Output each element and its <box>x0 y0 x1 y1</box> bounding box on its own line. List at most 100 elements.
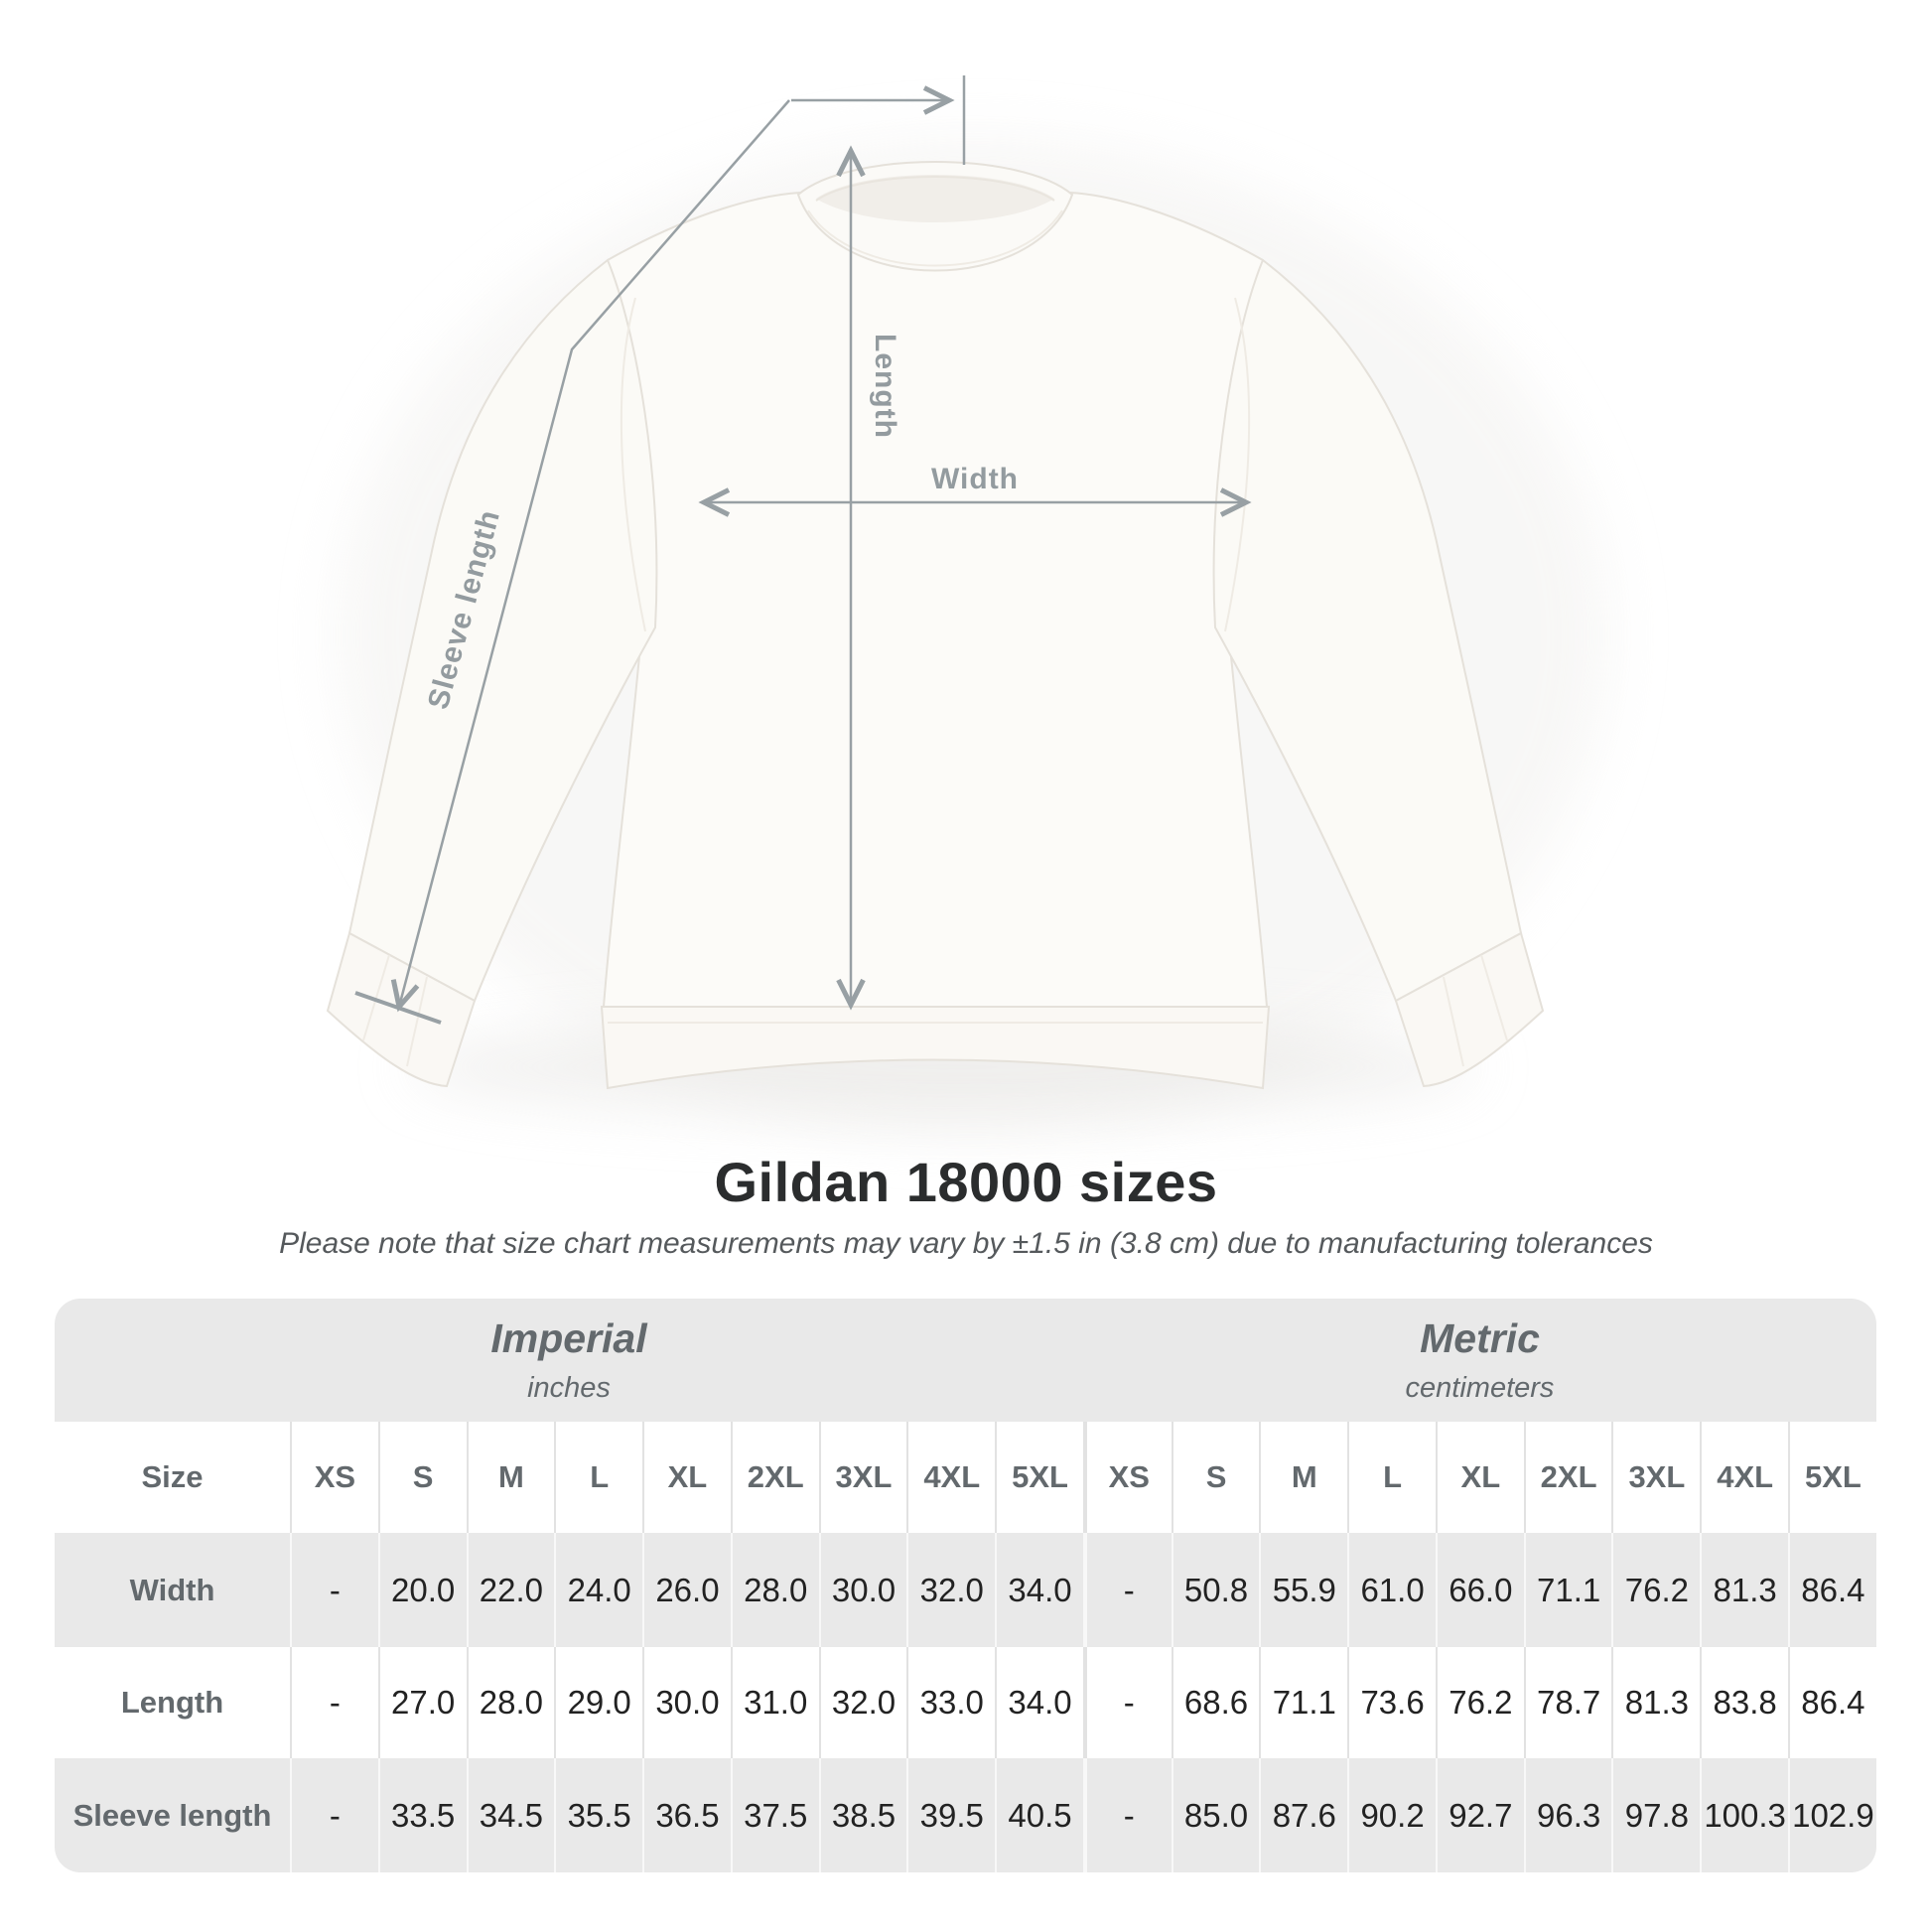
size-header-imperial-3xl: 3XL <box>818 1422 907 1533</box>
length-metric-value: 78.7 <box>1523 1647 1612 1758</box>
width-imperial-value: 24.0 <box>554 1533 642 1647</box>
width-imperial-value: 28.0 <box>730 1533 819 1647</box>
sweatshirt-right-cuff <box>1394 931 1545 1088</box>
tolerance-note: Please note that size chart measurements… <box>279 1227 1653 1260</box>
width-annotation-label: Width <box>930 463 1020 495</box>
length-row: Length - 27.0 28.0 29.0 30.0 31.0 32.0 3… <box>55 1647 1876 1758</box>
length-metric-value: 86.4 <box>1788 1647 1876 1758</box>
size-header-metric-s: S <box>1171 1422 1260 1533</box>
width-metric-value: 50.8 <box>1171 1533 1260 1647</box>
width-row-label: Width <box>129 1572 215 1607</box>
sleeve-metric-value: 90.2 <box>1347 1758 1436 1872</box>
sleeve-row-label: Sleeve length <box>72 1797 272 1833</box>
length-metric-value: 81.3 <box>1611 1647 1700 1758</box>
size-header-metric-4xl: 4XL <box>1700 1422 1788 1533</box>
length-imperial-value: 33.0 <box>906 1647 995 1758</box>
width-metric-value: 66.0 <box>1435 1533 1524 1647</box>
width-imperial-value: 34.0 <box>995 1533 1083 1647</box>
metric-group-title: Metric <box>1420 1315 1540 1361</box>
width-metric-value: 76.2 <box>1611 1533 1700 1647</box>
length-imperial-value: 27.0 <box>377 1647 467 1758</box>
sleeve-imperial-value: 38.5 <box>818 1758 907 1872</box>
width-metric-value: 55.9 <box>1259 1533 1347 1647</box>
length-row-label: Length <box>120 1685 224 1720</box>
size-header-imperial-l: L <box>554 1422 642 1533</box>
size-header-imperial-m: M <box>466 1422 555 1533</box>
dimension-lines <box>354 75 1252 1025</box>
size-header-metric-5xl: 5XL <box>1788 1422 1876 1533</box>
width-imperial-value: 20.0 <box>377 1533 467 1647</box>
sleeve-metric-value: - <box>1082 1758 1172 1872</box>
size-header-metric-xs: XS <box>1082 1422 1172 1533</box>
length-metric-value: 73.6 <box>1347 1647 1436 1758</box>
length-imperial-value: - <box>290 1647 378 1758</box>
length-metric-value: 71.1 <box>1259 1647 1347 1758</box>
length-imperial-value: 32.0 <box>818 1647 907 1758</box>
imperial-group-header: Imperial inches <box>55 1299 1083 1422</box>
sweatshirt-body <box>602 192 1269 1008</box>
sleeve-end-tick <box>354 991 442 1025</box>
width-imperial-value: 30.0 <box>818 1533 907 1647</box>
length-imperial-value: 34.0 <box>995 1647 1083 1758</box>
sleeve-dimension-line <box>390 99 790 1013</box>
sleeve-imperial-value: 39.5 <box>906 1758 995 1872</box>
sleeve-metric-value: 102.9 <box>1788 1758 1876 1872</box>
size-header-imperial-2xl: 2XL <box>730 1422 819 1533</box>
metric-group-subtitle: centimeters <box>1405 1372 1555 1404</box>
garment-diagram: Length Width Sleeve length <box>326 75 1608 1132</box>
metric-group-header: Metric centimeters <box>1083 1299 1876 1422</box>
sleeve-metric-value: 87.6 <box>1259 1758 1347 1872</box>
width-metric-value: - <box>1082 1533 1172 1647</box>
size-header-metric-l: L <box>1347 1422 1436 1533</box>
sleeve-imperial-value: 37.5 <box>730 1758 819 1872</box>
sweatshirt <box>326 161 1545 1090</box>
sweatshirt-illustration <box>326 75 1608 1132</box>
width-metric-value: 61.0 <box>1347 1533 1436 1647</box>
length-metric-value: 76.2 <box>1435 1647 1524 1758</box>
length-metric-value: - <box>1082 1647 1172 1758</box>
width-row: Width - 20.0 22.0 24.0 26.0 28.0 30.0 32… <box>55 1533 1876 1647</box>
size-header-metric-2xl: 2XL <box>1523 1422 1612 1533</box>
width-metric-value: 71.1 <box>1523 1533 1612 1647</box>
sleeve-imperial-value: 40.5 <box>995 1758 1083 1872</box>
size-header-metric-xl: XL <box>1435 1422 1524 1533</box>
width-imperial-value: 22.0 <box>466 1533 555 1647</box>
width-imperial-value: - <box>290 1533 378 1647</box>
sleeve-metric-value: 97.8 <box>1611 1758 1700 1872</box>
length-imperial-value: 31.0 <box>730 1647 819 1758</box>
page-title: Gildan 18000 sizes <box>714 1151 1218 1213</box>
length-annotation-label: Length <box>869 334 901 439</box>
size-header-imperial-4xl: 4XL <box>906 1422 995 1533</box>
sleeve-imperial-value: 33.5 <box>377 1758 467 1872</box>
sleeve-imperial-value: 34.5 <box>466 1758 555 1872</box>
length-imperial-value: 28.0 <box>466 1647 555 1758</box>
sleeve-imperial-value: - <box>290 1758 378 1872</box>
unit-group-header-row: Imperial inches Metric centimeters <box>55 1299 1876 1422</box>
sleeve-imperial-value: 35.5 <box>554 1758 642 1872</box>
size-header-imperial-xs: XS <box>290 1422 378 1533</box>
size-table: Imperial inches Metric centimeters Size … <box>55 1299 1876 1872</box>
sleeve-metric-value: 92.7 <box>1435 1758 1524 1872</box>
sleeve-metric-value: 100.3 <box>1700 1758 1788 1872</box>
length-metric-value: 83.8 <box>1700 1647 1788 1758</box>
size-header-imperial-xl: XL <box>642 1422 731 1533</box>
sleeve-length-row: Sleeve length - 33.5 34.5 35.5 36.5 37.5… <box>55 1758 1876 1872</box>
size-header-imperial-s: S <box>377 1422 467 1533</box>
size-header-imperial-5xl: 5XL <box>995 1422 1083 1533</box>
length-imperial-value: 29.0 <box>554 1647 642 1758</box>
length-metric-value: 68.6 <box>1171 1647 1260 1758</box>
sleeve-imperial-value: 36.5 <box>642 1758 731 1872</box>
collar-inside <box>816 175 1054 222</box>
sleeve-metric-value: 96.3 <box>1523 1758 1612 1872</box>
length-imperial-value: 30.0 <box>642 1647 731 1758</box>
sleeve-metric-value: 85.0 <box>1171 1758 1260 1872</box>
width-imperial-value: 32.0 <box>906 1533 995 1647</box>
width-imperial-value: 26.0 <box>642 1533 731 1647</box>
size-column-header: Size <box>141 1459 204 1494</box>
width-metric-value: 81.3 <box>1700 1533 1788 1647</box>
size-header-metric-m: M <box>1259 1422 1347 1533</box>
size-header-row: Size XS S M L XL 2XL 3XL 4XL 5XL XS S M … <box>55 1422 1876 1533</box>
sweatshirt-hem <box>600 1006 1271 1090</box>
imperial-group-title: Imperial <box>490 1315 647 1361</box>
size-header-metric-3xl: 3XL <box>1611 1422 1700 1533</box>
